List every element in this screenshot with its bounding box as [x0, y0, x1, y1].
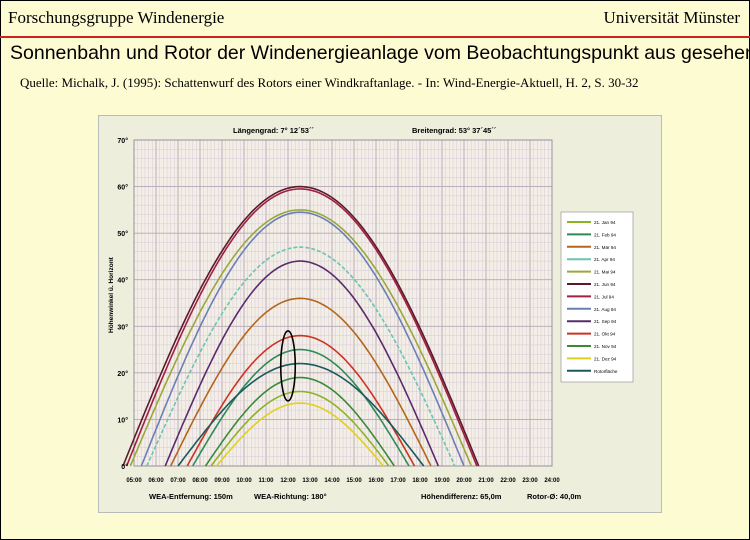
legend-label: 21. Jul 94 — [594, 294, 614, 299]
series-line — [215, 402, 384, 467]
x-tick-label: 16:00 — [368, 478, 384, 484]
y-tick-label: 40° — [117, 277, 128, 285]
series-line — [192, 348, 410, 467]
series-line — [122, 185, 480, 467]
series-line — [164, 260, 440, 467]
legend-label: 21. Okt 94 — [594, 332, 616, 337]
legend-label: Rotorfläche — [594, 369, 618, 374]
legend-label: 21. Nov 94 — [594, 344, 617, 349]
chart-axes: 0° 10° 20° 30° 40° 50° 60° 70° 05:00 06:00 07:00 08… — [117, 137, 560, 484]
series-line — [177, 362, 425, 467]
page-title: Sonnenbahn und Rotor der Windenergieanla… — [10, 42, 750, 64]
series-line — [140, 211, 465, 467]
legend-label: 21. Sep 94 — [594, 319, 617, 324]
series-line — [204, 376, 395, 467]
y-axis-label: Höhenwinkel ü. Horizont — [108, 256, 115, 333]
legend-label: 21. Feb 94 — [594, 232, 616, 237]
x-tick-label: 22:00 — [500, 478, 516, 484]
x-tick-label: 09:00 — [214, 478, 230, 484]
x-tick-label: 08:00 — [192, 478, 208, 484]
y-tick-label: 50° — [117, 230, 128, 238]
rotor-ellipse-group — [279, 330, 297, 402]
sun-path-chart: 0° 10° 20° 30° 40° 50° 60° 70° 05:00 06:00 07:00 08… — [108, 126, 634, 501]
plot-frame — [133, 139, 553, 467]
header-university: Universität Münster — [603, 8, 740, 27]
x-tick-label: 11:00 — [258, 478, 274, 484]
series-line — [169, 297, 432, 467]
x-tick-label: 07:00 — [170, 478, 186, 484]
x-tick-label: 24:00 — [544, 478, 560, 484]
y-tick-label: 0° — [121, 463, 128, 471]
series-line — [129, 209, 473, 467]
legend-label: 21. Mär 94 — [594, 245, 616, 250]
legend-label: 21. Aug 94 — [594, 307, 616, 312]
y-tick-label: 60° — [117, 184, 128, 192]
x-tick-label: 10:00 — [236, 478, 252, 484]
x-tick-label: 18:00 — [412, 478, 428, 484]
x-tick-label: 21:00 — [478, 478, 494, 484]
x-tick-label: 15:00 — [346, 478, 362, 484]
rotor-ellipse — [279, 330, 297, 402]
height-diff-label: Höhendifferenz: 65,0m — [421, 492, 502, 501]
distance-label: WEA-Entfernung: 150m — [149, 492, 233, 501]
x-tick-label: 19:00 — [434, 478, 450, 484]
y-tick-label: 70° — [117, 137, 128, 145]
legend-label: 21. Mai 94 — [594, 270, 616, 275]
x-tick-label: 23:00 — [522, 478, 538, 484]
legend-label: 21. Jun 94 — [594, 282, 616, 287]
rotor-diameter-label: Rotor-Ø: 40,0m — [527, 492, 582, 501]
header-institution: Forschungsgruppe Windenergie — [8, 8, 225, 27]
x-tick-label: 14:00 — [324, 478, 340, 484]
latitude-label: Breitengrad: 53° 37´45´´ — [412, 126, 497, 135]
chart-panel: 0° 10° 20° 30° 40° 50° 60° 70° 05:00 06:00 07:00 08… — [98, 115, 662, 513]
x-tick-label: 06:00 — [148, 478, 164, 484]
series-line — [146, 246, 456, 467]
series-line — [125, 188, 478, 467]
legend-label: 21. Jan 94 — [594, 220, 616, 225]
chart-legend: 21. Jan 94 21. Feb 94 21. Mär 94 21. Apr 94… — [560, 211, 634, 383]
header-bar: Forschungsgruppe Windenergie Universität… — [0, 0, 750, 38]
x-tick-label: 20:00 — [456, 478, 472, 484]
legend-label: 21. Dez 94 — [594, 356, 617, 361]
source-citation: Quelle: Michalk, J. (1995): Schattenwurf… — [20, 75, 639, 90]
chart-series — [122, 185, 480, 467]
series-line — [186, 334, 416, 467]
x-tick-label: 13:00 — [302, 478, 318, 484]
x-tick-label: 12:00 — [280, 478, 296, 484]
legend-label: 21. Apr 94 — [594, 257, 615, 262]
y-tick-label: 30° — [117, 323, 128, 331]
direction-label: WEA-Richtung: 180° — [254, 492, 327, 501]
y-tick-label: 10° — [117, 416, 128, 424]
y-tick-label: 20° — [117, 370, 128, 378]
x-tick-label: 17:00 — [390, 478, 406, 484]
longitude-label: Längengrad: 7° 12´53´´ — [233, 126, 314, 135]
x-tick-label: 05:00 — [126, 478, 142, 484]
series-line — [210, 390, 390, 467]
